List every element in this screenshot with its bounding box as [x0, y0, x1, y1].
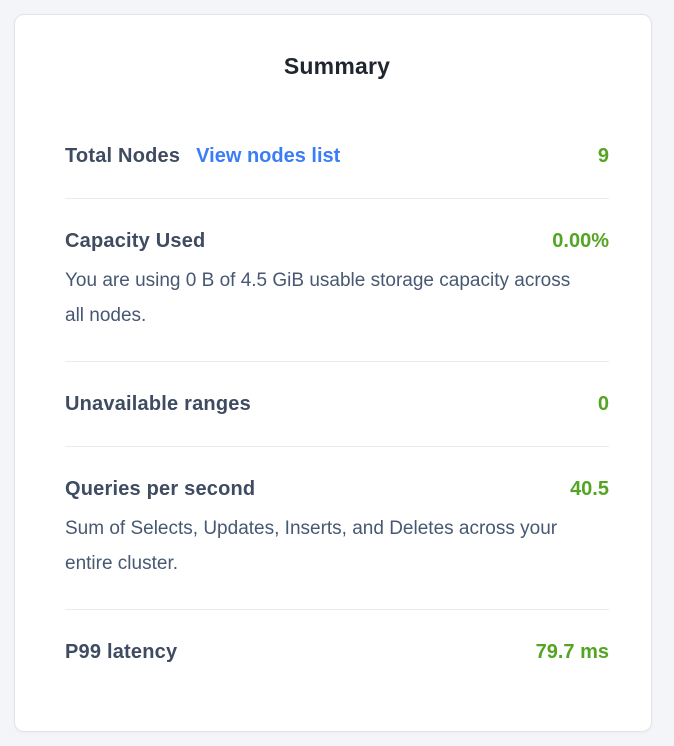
section-p99-latency: P99 latency 79.7 ms [65, 609, 609, 694]
p99-latency-value: 79.7 ms [535, 641, 609, 663]
queries-per-second-description: Sum of Selects, Updates, Inserts, and De… [65, 518, 558, 574]
p99-latency-label: P99 latency [65, 641, 178, 663]
section-total-nodes: Total Nodes View nodes list 9 [65, 118, 609, 198]
card-title: Summary [283, 53, 391, 79]
metric-row: Queries per second 40.5 [65, 475, 609, 503]
section-capacity-used: Capacity Used 0.00% You are using 0 B of… [65, 198, 609, 361]
queries-per-second-value: 40.5 [570, 478, 609, 500]
queries-per-second-label: Queries per second [65, 478, 256, 500]
unavailable-ranges-label: Unavailable ranges [65, 393, 251, 415]
metric-row: Unavailable ranges 0 [65, 390, 609, 418]
view-nodes-list-link[interactable]: View nodes list [196, 145, 341, 167]
metric-row: P99 latency 79.7 ms [65, 638, 609, 666]
metric-row: Capacity Used 0.00% [65, 227, 609, 255]
capacity-used-value: 0.00% [552, 230, 609, 252]
metric-row: Total Nodes View nodes list 9 [65, 142, 609, 170]
total-nodes-value: 9 [597, 145, 609, 167]
label-group: Total Nodes View nodes list [65, 142, 340, 170]
unavailable-ranges-value: 0 [597, 393, 609, 415]
section-unavailable-ranges: Unavailable ranges 0 [65, 361, 609, 446]
summary-card: Summary Total Nodes View nodes list 9 Ca… [14, 14, 652, 732]
section-queries-per-second: Queries per second 40.5 Sum of Selects, … [65, 446, 609, 609]
capacity-used-label: Capacity Used [65, 230, 206, 252]
capacity-used-description: You are using 0 B of 4.5 GiB usable stor… [65, 270, 571, 326]
total-nodes-label: Total Nodes [65, 145, 181, 167]
